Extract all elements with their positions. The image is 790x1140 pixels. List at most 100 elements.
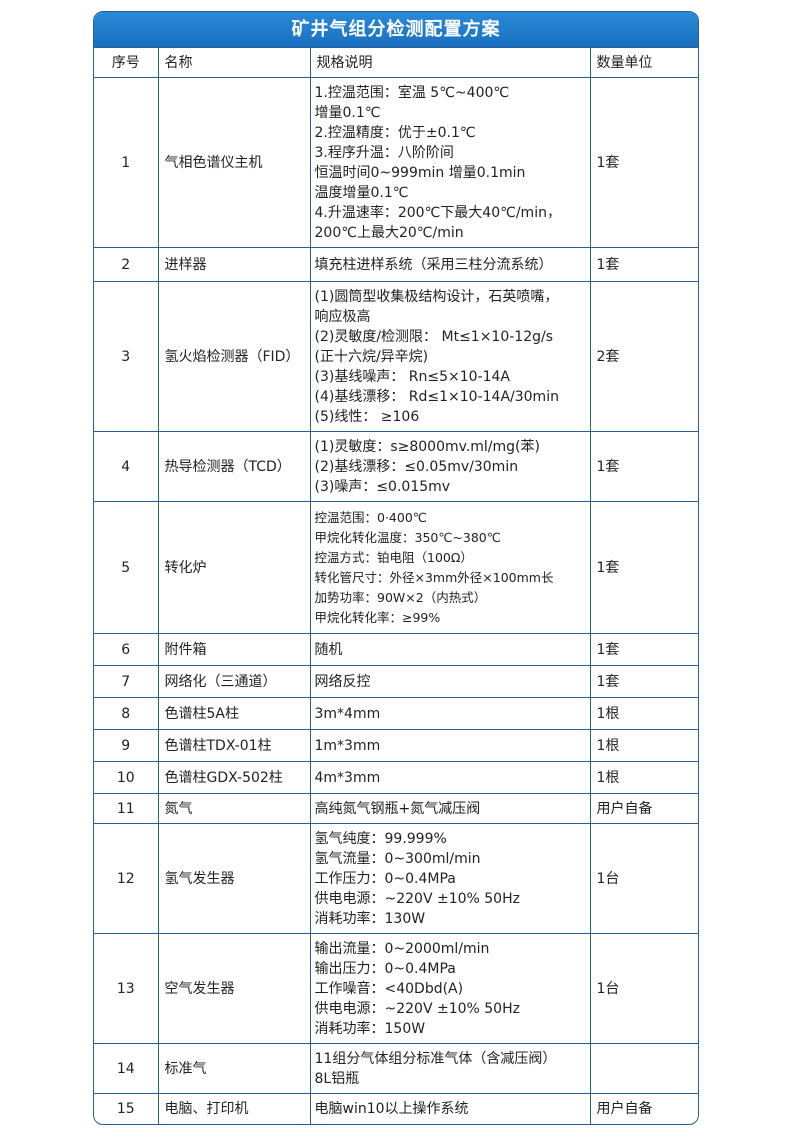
row-number: 15 — [94, 1093, 159, 1124]
spec-line: 3m*4mm — [314, 705, 381, 722]
spec-line: 11组分气体组分标准气体（含减压阀） — [314, 1050, 557, 1067]
table-row: 2 进样器 填充柱进样系统（采用三柱分流系统） 1套 — [94, 247, 698, 282]
item-name: 气相色谱仪主机 — [157, 77, 311, 248]
spec-line: (1)灵敏度：s≥8000mv.ml/mg(苯) — [314, 438, 540, 455]
spec-line: 控温范围：0·400℃ — [314, 509, 427, 525]
spec-line: (2)基线漂移：≤0.05mv/30min — [314, 458, 519, 475]
item-spec: 氢气纯度：99.999% 氢气流量：0~300ml/min 工作压力：0~0.4MP… — [309, 823, 591, 934]
table-row: 5 转化炉 控温范围：0·400℃ 甲烷化转化温度：350℃~380℃ 控温方式：铂电阻… — [94, 501, 698, 634]
item-spec: 1m*3mm — [309, 729, 591, 762]
item-name: 附件箱 — [157, 633, 311, 666]
item-spec: 随机 — [309, 633, 591, 666]
table-row: 4 热导检测器（TCD） (1)灵敏度：s≥8000mv.ml/mg(苯) (2)基线… — [94, 431, 698, 502]
header-name: 名称 — [157, 47, 311, 78]
spec-line: 200℃上最大20℃/min — [314, 224, 464, 241]
item-quantity: 1套 — [589, 431, 698, 502]
table-row: 15 电脑、打印机 电脑win10以上操作系统 用户自备 — [94, 1093, 698, 1124]
item-spec: 输出流量：0~2000ml/min 输出压力：0~0.4MPa 工作噪音：<40Db… — [309, 933, 591, 1044]
item-quantity: 1套 — [589, 633, 698, 666]
item-name: 电脑、打印机 — [157, 1093, 311, 1124]
item-name: 转化炉 — [157, 501, 311, 634]
table-row: 12 氢气发生器 氢气纯度：99.999% 氢气流量：0~300ml/min 工作压力：… — [94, 823, 698, 934]
item-quantity: 1根 — [589, 761, 698, 794]
item-quantity: 1套 — [589, 501, 698, 634]
spec-line: 供电电源：~220V ±10% 50Hz — [314, 1000, 520, 1017]
row-number: 2 — [94, 247, 159, 282]
spec-line: 1.控温范围：室温 5℃~400℃ — [314, 84, 510, 101]
item-name: 色谱柱5A柱 — [157, 697, 311, 730]
header-qty: 数量单位 — [589, 47, 698, 78]
item-spec: 网络反控 — [309, 665, 591, 698]
item-name: 空气发生器 — [157, 933, 311, 1044]
row-number: 11 — [94, 793, 159, 824]
spec-line: 4.升温速率：200℃下最大40℃/min， — [314, 204, 561, 221]
spec-line: 高纯氮气钢瓶+氮气减压阀 — [314, 800, 481, 817]
spec-line: 甲烷化转化率：≥99% — [314, 609, 441, 625]
item-name: 网络化（三通道） — [157, 665, 311, 698]
spec-line: (5)线性： ≥106 — [314, 408, 420, 425]
item-spec: 1.控温范围：室温 5℃~400℃ 增量0.1℃ 2.控温精度：优于±0.1℃ 3.程… — [309, 77, 591, 248]
spec-line: 4m*3mm — [314, 769, 381, 786]
table-row: 13 空气发生器 输出流量：0~2000ml/min 输出压力：0~0.4MPa 工作噪… — [94, 933, 698, 1044]
item-spec: 3m*4mm — [309, 697, 591, 730]
spec-line: (1)圆筒型收集极结构设计，石英喷嘴， — [314, 288, 559, 305]
table-row: 10 色谱柱GDX-502柱 4m*3mm 1根 — [94, 761, 698, 794]
item-spec: (1)圆筒型收集极结构设计，石英喷嘴， 响应极高 (2)灵敏度/检测限： Mt≤1×… — [309, 281, 591, 432]
table-title: 矿井气组分检测配置方案 — [94, 12, 698, 47]
row-number: 4 — [94, 431, 159, 502]
spec-line: 电脑win10以上操作系统 — [314, 1100, 469, 1117]
item-name: 氮气 — [157, 793, 311, 824]
item-name: 进样器 — [157, 247, 311, 282]
row-number: 14 — [94, 1043, 159, 1094]
row-number: 9 — [94, 729, 159, 762]
row-number: 10 — [94, 761, 159, 794]
item-quantity: 1套 — [589, 247, 698, 282]
row-number: 7 — [94, 665, 159, 698]
spec-line: 输出流量：0~2000ml/min — [314, 940, 490, 957]
item-name: 标准气 — [157, 1043, 311, 1094]
spec-line: 氢气流量：0~300ml/min — [314, 850, 481, 867]
table-row: 8 色谱柱5A柱 3m*4mm 1根 — [94, 697, 698, 730]
table-row: 9 色谱柱TDX-01柱 1m*3mm 1根 — [94, 729, 698, 762]
spec-line: 消耗功率：130W — [314, 910, 426, 927]
item-name: 色谱柱TDX-01柱 — [157, 729, 311, 762]
row-number: 1 — [94, 77, 159, 248]
table-row: 7 网络化（三通道） 网络反控 1套 — [94, 665, 698, 698]
item-quantity: 用户自备 — [589, 793, 698, 824]
item-name: 色谱柱GDX-502柱 — [157, 761, 311, 794]
item-quantity: 用户自备 — [589, 1093, 698, 1124]
spec-line: (正十六烷/异辛烷) — [314, 348, 429, 365]
spec-line: 输出压力：0~0.4MPa — [314, 960, 456, 977]
row-number: 13 — [94, 933, 159, 1044]
item-quantity: 2套 — [589, 281, 698, 432]
spec-line: 响应极高 — [314, 308, 371, 325]
spec-line: (3)噪声：≤0.015mv — [314, 478, 451, 495]
spec-line: 1m*3mm — [314, 737, 381, 754]
item-spec: 控温范围：0·400℃ 甲烷化转化温度：350℃~380℃ 控温方式：铂电阻（100… — [309, 501, 591, 634]
table-row: 1 气相色谱仪主机 1.控温范围：室温 5℃~400℃ 增量0.1℃ 2.控温精度：优于… — [94, 77, 698, 248]
item-spec: 高纯氮气钢瓶+氮气减压阀 — [309, 793, 591, 824]
spec-line: 增量0.1℃ — [314, 104, 381, 121]
item-quantity — [589, 1043, 698, 1094]
table-row: 14 标准气 11组分气体组分标准气体（含减压阀） 8L铝瓶 — [94, 1043, 698, 1094]
spec-line: 甲烷化转化温度：350℃~380℃ — [314, 529, 501, 545]
item-name: 氢气发生器 — [157, 823, 311, 934]
row-number: 6 — [94, 633, 159, 666]
spec-line: (4)基线漂移： Rd≤1×10-14A/30min — [314, 388, 559, 405]
spec-line: 工作噪音：<40Dbd(A) — [314, 980, 464, 997]
item-quantity: 1套 — [589, 665, 698, 698]
item-spec: 11组分气体组分标准气体（含减压阀） 8L铝瓶 — [309, 1043, 591, 1094]
item-quantity: 1台 — [589, 933, 698, 1044]
item-spec: 电脑win10以上操作系统 — [309, 1093, 591, 1124]
row-number: 3 — [94, 281, 159, 432]
spec-line: (3)基线噪声： Rn≤5×10-14A — [314, 368, 511, 385]
item-quantity: 1根 — [589, 697, 698, 730]
spec-line: 消耗功率：150W — [314, 1020, 426, 1037]
table-row: 11 氮气 高纯氮气钢瓶+氮气减压阀 用户自备 — [94, 793, 698, 824]
spec-line: 氢气纯度：99.999% — [314, 830, 447, 847]
item-name: 热导检测器（TCD） — [157, 431, 311, 502]
item-quantity: 1根 — [589, 729, 698, 762]
spec-line: 恒温时间0~999min 增量0.1min — [314, 164, 526, 181]
item-name: 氢火焰检测器（FID） — [157, 281, 311, 432]
spec-line: (2)灵敏度/检测限： Mt≤1×10-12g/s — [314, 328, 554, 345]
